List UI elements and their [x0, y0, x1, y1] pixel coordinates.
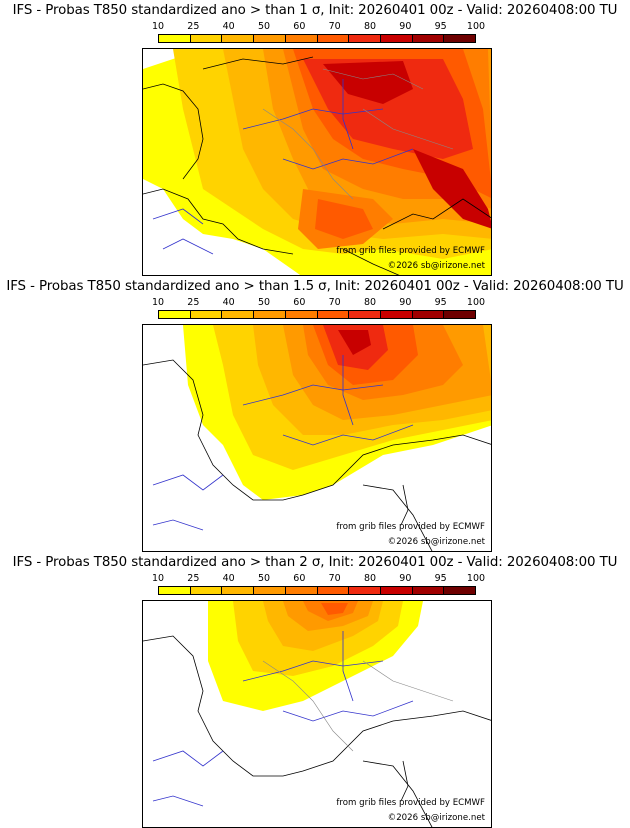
colorbar-segment — [412, 311, 445, 318]
colorbar-segment — [222, 587, 255, 594]
colorbar-tick-label: 60 — [293, 21, 306, 32]
colorbar-tick-label: 60 — [293, 297, 306, 308]
colorbar-segment — [380, 587, 413, 594]
panel-title: IFS - Probas T850 standardized ano > tha… — [12, 3, 618, 18]
colorbar-tick-label: 60 — [293, 573, 306, 584]
colorbar-tick-label: 50 — [257, 21, 271, 32]
colorbar-segment — [190, 311, 223, 318]
colorbar-tick-label: 50 — [257, 573, 271, 584]
colorbar-segment — [317, 311, 350, 318]
colorbar-segment — [349, 587, 381, 594]
colorbar-segment — [222, 311, 255, 318]
source-credit: from grib files provided by ECMWF — [336, 798, 485, 808]
colorbar-segment — [254, 587, 286, 594]
source-credit: from grib files provided by ECMWF — [336, 246, 485, 256]
colorbar-segment — [380, 35, 413, 42]
colorbar-segment — [190, 587, 223, 594]
panel-title: IFS - Probas T850 standardized ano > tha… — [12, 555, 618, 570]
colorbar-tick-label: 10 — [151, 573, 165, 584]
colorbar-tick-label: 70 — [328, 297, 341, 308]
colorbar-tick-label: 10 — [151, 297, 165, 308]
copyright: ©2026 sb@irizone.net — [387, 537, 485, 547]
probability-map: from grib files provided by ECMWF ©2026 … — [142, 324, 492, 552]
colorbar-tick-label: 95 — [434, 21, 447, 32]
colorbar-segment — [285, 311, 318, 318]
colorbar — [158, 34, 476, 43]
colorbar-segment — [444, 35, 476, 42]
colorbar-tick-label: 80 — [363, 21, 377, 32]
probability-map: from grib files provided by ECMWF ©2026 … — [142, 48, 492, 276]
colorbar-tick-label: 90 — [399, 21, 412, 32]
colorbar-tick-label: 90 — [399, 297, 412, 308]
colorbar-tick-label: 25 — [187, 21, 200, 32]
colorbar-tick-label: 40 — [222, 573, 235, 584]
copyright: ©2026 sb@irizone.net — [387, 813, 485, 823]
colorbar-tick-label: 70 — [328, 573, 341, 584]
colorbar-tick-label: 100 — [466, 297, 486, 308]
colorbar-segment — [222, 35, 255, 42]
panel-title: IFS - Probas T850 standardized ano > tha… — [6, 279, 624, 294]
colorbar-tick-label: 95 — [434, 297, 447, 308]
colorbar-segment — [380, 311, 413, 318]
colorbar-segment — [444, 311, 476, 318]
colorbar-segment — [349, 35, 381, 42]
colorbar-tick-label: 80 — [363, 573, 377, 584]
colorbar-tick-label: 80 — [363, 297, 377, 308]
colorbar-tick-label: 70 — [328, 21, 341, 32]
colorbar-tick-label: 95 — [434, 573, 447, 584]
colorbar-ticks: 10 25 40 50 60 70 80 90 95 100 — [152, 297, 485, 309]
colorbar-ticks: 10 25 40 50 60 70 80 90 95 100 — [152, 21, 485, 33]
colorbar-tick-label: 10 — [151, 21, 165, 32]
colorbar-tick-label: 40 — [222, 297, 235, 308]
colorbar — [158, 586, 476, 595]
colorbar-tick-label: 90 — [399, 573, 412, 584]
colorbar-segment — [159, 587, 191, 594]
colorbar-segment — [317, 587, 350, 594]
colorbar-tick-label: 25 — [187, 297, 200, 308]
colorbar-segment — [159, 311, 191, 318]
colorbar-segment — [444, 587, 476, 594]
colorbar-segment — [317, 35, 350, 42]
colorbar-tick-label: 25 — [187, 573, 200, 584]
colorbar-segment — [412, 587, 445, 594]
colorbar-segment — [349, 311, 381, 318]
colorbar-segment — [285, 35, 318, 42]
colorbar-tick-label: 100 — [466, 573, 486, 584]
colorbar-tick-label: 100 — [466, 21, 486, 32]
copyright: ©2026 sb@irizone.net — [387, 261, 485, 271]
colorbar-tick-label: 40 — [222, 21, 235, 32]
colorbar-segment — [190, 35, 223, 42]
panel-3: IFS - Probas T850 standardized ano > tha… — [0, 552, 630, 828]
colorbar-segment — [159, 35, 191, 42]
colorbar-tick-label: 50 — [257, 297, 271, 308]
colorbar — [158, 310, 476, 319]
probability-map: from grib files provided by ECMWF ©2026 … — [142, 600, 492, 828]
colorbar-segment — [412, 35, 445, 42]
colorbar-segment — [285, 587, 318, 594]
colorbar-segment — [254, 35, 286, 42]
panel-2: IFS - Probas T850 standardized ano > tha… — [0, 276, 630, 552]
panel-1: IFS - Probas T850 standardized ano > tha… — [0, 0, 630, 276]
source-credit: from grib files provided by ECMWF — [336, 522, 485, 532]
colorbar-segment — [254, 311, 286, 318]
colorbar-ticks: 10 25 40 50 60 70 80 90 95 100 — [152, 573, 485, 585]
